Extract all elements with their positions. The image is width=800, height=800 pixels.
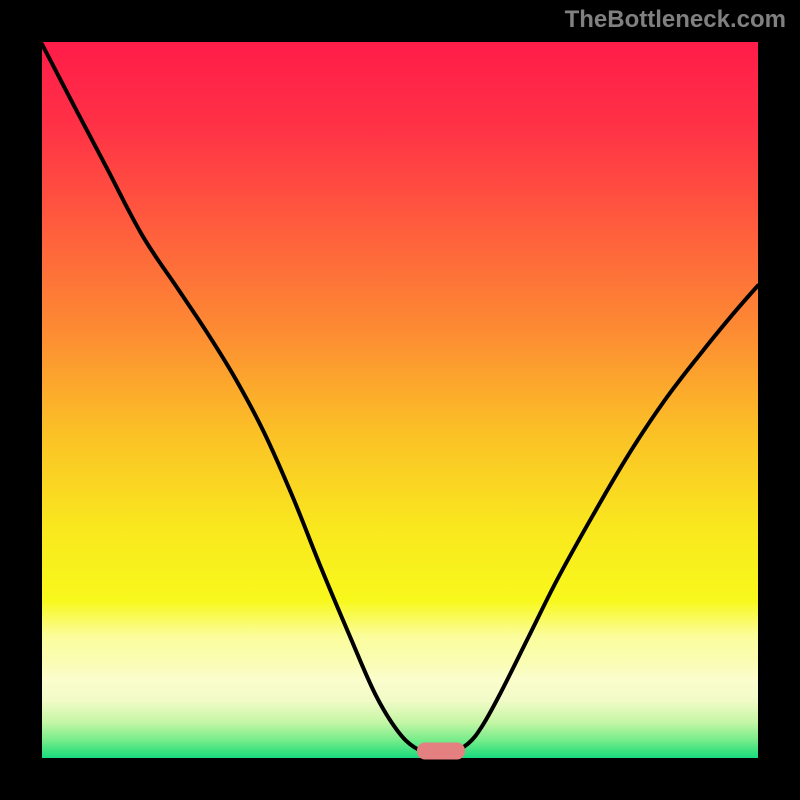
optimal-marker (417, 742, 465, 759)
plot-area (42, 42, 758, 758)
chart-container: TheBottleneck.com (0, 0, 800, 800)
bottleneck-curve (42, 42, 758, 758)
watermark-text: TheBottleneck.com (565, 6, 786, 34)
